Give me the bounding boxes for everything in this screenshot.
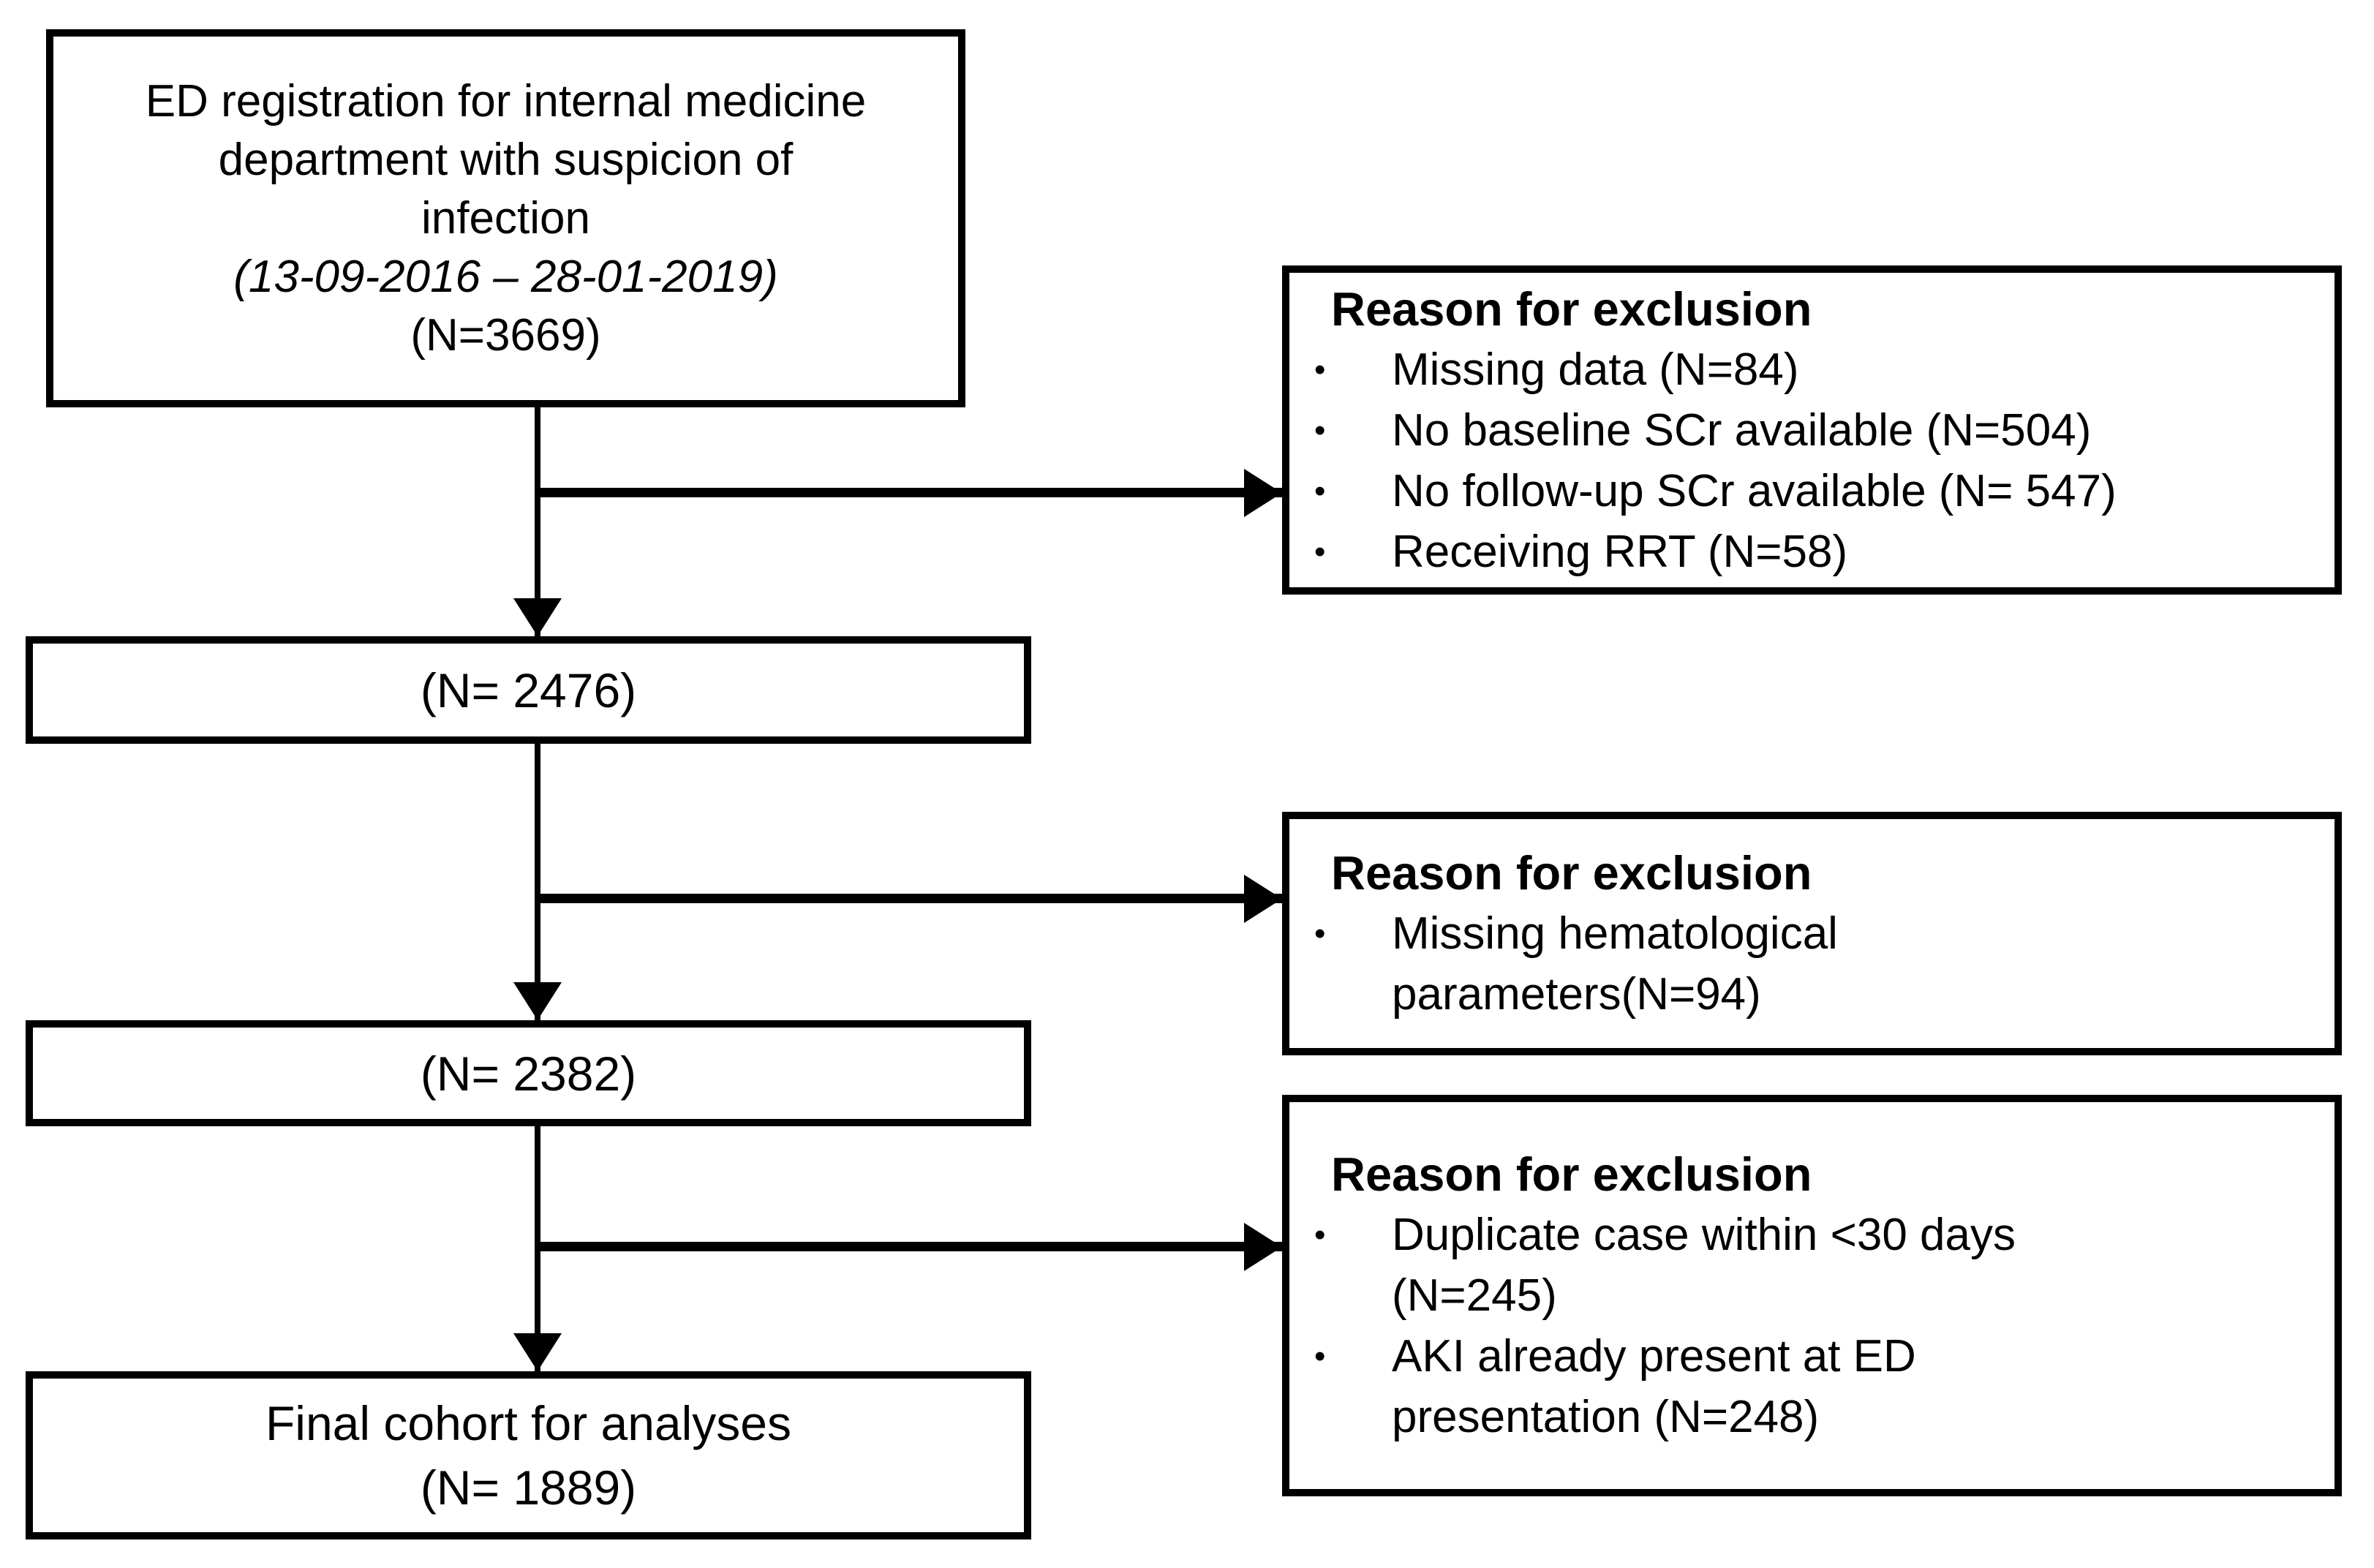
- arrow-right-icon: [1244, 469, 1282, 517]
- registration-box: ED registration for internal medicine de…: [46, 29, 965, 407]
- exclusion-box-2: Reason for exclusion • Missing hematolog…: [1282, 812, 2342, 1055]
- arrow-right-icon: [1244, 875, 1282, 923]
- exclusion-1-item-row: • Missing data (N=84): [1289, 339, 2335, 400]
- exclusion-1-item-4: Receiving RRT (N=58): [1392, 526, 1848, 577]
- cohort-2382-n-count: (N= 2382): [420, 1046, 637, 1101]
- exclusion-3-item-1: Duplicate case within <30 days (N=245): [1392, 1210, 2016, 1321]
- exclusion-1-item-1: Missing data (N=84): [1392, 344, 1799, 395]
- connector-line-vertical-1: [535, 407, 540, 636]
- final-cohort-label: Final cohort for analyses: [265, 1396, 791, 1450]
- exclusion-2-item-1: Missing hematological parameters(N=94): [1392, 908, 1838, 1019]
- arrow-down-icon: [513, 1333, 562, 1371]
- registration-line-2: department with suspicion of: [218, 134, 794, 185]
- bullet-icon: •: [1314, 533, 1326, 570]
- exclusion-1-title: Reason for exclusion: [1331, 282, 1812, 336]
- exclusion-2-item-row: • Missing hematological parameters(N=94): [1289, 903, 2335, 1025]
- bullet-icon: •: [1314, 1338, 1326, 1374]
- connector-line-vertical-2: [535, 744, 540, 1020]
- exclusion-2-title: Reason for exclusion: [1331, 846, 1812, 900]
- bullet-icon: •: [1314, 1217, 1326, 1253]
- arrow-right-icon: [1244, 1223, 1282, 1271]
- bullet-icon: •: [1314, 472, 1326, 509]
- arrow-down-icon: [513, 598, 562, 636]
- exclusion-1-item-3: No follow-up SCr available (N= 547): [1392, 465, 2117, 516]
- exclusion-1-item-row: • Receiving RRT (N=58): [1289, 521, 2335, 582]
- exclusion-1-item-row: • No follow-up SCr available (N= 547): [1289, 461, 2335, 521]
- exclusion-3-item-2: AKI already present at ED presentation (…: [1392, 1331, 1916, 1442]
- cohort-box-2382: (N= 2382): [26, 1020, 1031, 1126]
- exclusion-1-item-row: • No baseline SCr available (N=504): [1289, 400, 2335, 461]
- bullet-icon: •: [1314, 351, 1326, 388]
- connector-line-branch-1: [538, 488, 1282, 497]
- bullet-icon: •: [1314, 412, 1326, 448]
- registration-n-count: (N=3669): [410, 309, 601, 361]
- registration-line-3: infection: [421, 192, 590, 244]
- final-cohort-n-count: (N= 1889): [420, 1460, 637, 1515]
- connector-line-branch-3: [538, 1242, 1282, 1251]
- registration-date-range: (13-09-2016 – 28-01-2019): [233, 251, 778, 302]
- exclusion-box-3: Reason for exclusion • Duplicate case wi…: [1282, 1095, 2342, 1496]
- cohort-2476-n-count: (N= 2476): [420, 663, 637, 717]
- exclusion-3-item-row: • AKI already present at ED presentation…: [1289, 1326, 2335, 1447]
- exclusion-3-title: Reason for exclusion: [1331, 1147, 1812, 1201]
- exclusion-1-item-2: No baseline SCr available (N=504): [1392, 404, 2092, 456]
- connector-line-branch-2: [538, 894, 1282, 903]
- exclusion-box-1: Reason for exclusion • Missing data (N=8…: [1282, 265, 2342, 595]
- registration-line-1: ED registration for internal medicine: [145, 75, 867, 127]
- cohort-box-2476: (N= 2476): [26, 636, 1031, 744]
- bullet-icon: •: [1314, 916, 1326, 951]
- final-cohort-box: Final cohort for analyses (N= 1889): [26, 1371, 1031, 1539]
- exclusion-3-item-row: • Duplicate case within <30 days (N=245): [1289, 1205, 2335, 1326]
- arrow-down-icon: [513, 982, 562, 1020]
